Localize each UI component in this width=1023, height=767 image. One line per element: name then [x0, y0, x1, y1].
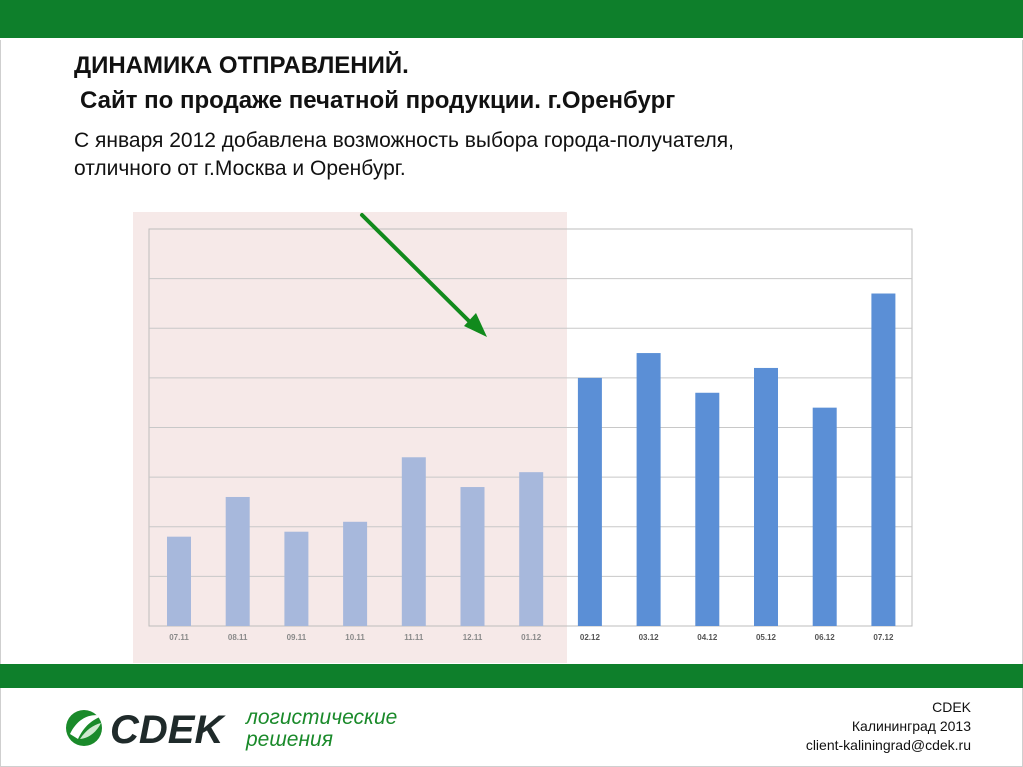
footer-green-band: [0, 664, 1023, 688]
bar-02.12: [577, 377, 602, 626]
subtitle-line-2: отличного от г.Москва и Оренбург.: [74, 157, 406, 180]
slide-subtitle: С января 2012 добавлена возможность выбо…: [74, 127, 954, 183]
bar-07.12: [871, 293, 896, 626]
x-tick-label: 02.12: [580, 633, 601, 642]
annotation-arrow: [360, 213, 487, 337]
bar-10.11: [343, 521, 368, 626]
header-divider: [0, 38, 1023, 40]
header-green-band: [0, 0, 1023, 38]
footer-company: CDEK: [932, 699, 971, 715]
x-tick-label: 11.11: [404, 633, 424, 642]
bar-05.12: [754, 367, 778, 626]
x-tick-label: 09.11: [287, 633, 307, 642]
cdek-logo: CDEK логистические решения: [66, 706, 397, 752]
bar-12.11: [460, 487, 485, 626]
x-tick-label: 10.11: [345, 633, 365, 642]
x-tick-label: 04.12: [697, 633, 718, 642]
bar-06.12: [812, 407, 837, 626]
bars: [167, 293, 896, 626]
logo-tagline-1: логистические: [245, 706, 397, 729]
footer-email: client-kaliningrad@cdek.ru: [805, 737, 971, 753]
logo-tagline-2: решения: [245, 728, 333, 751]
logo-emblem-icon: [66, 710, 102, 746]
slide-title: ДИНАМИКА ОТПРАВЛЕНИЙ.: [74, 52, 409, 79]
bar-07.11: [167, 536, 191, 626]
bar-08.11: [225, 496, 250, 626]
footer-contact: CDEK Калининград 2013 client-kaliningrad…: [806, 698, 971, 755]
subtitle-line-1: С января 2012 добавлена возможность выбо…: [74, 129, 734, 152]
x-tick-label: 01.12: [521, 633, 542, 642]
x-tick-labels: 07.11 08.11 09.11 10.11 11.11 12.11 01.12 02.12…: [169, 633, 894, 642]
x-tick-label: 07.12: [873, 633, 894, 642]
x-tick-label: 03.12: [639, 633, 660, 642]
footer-city-year: Калининград 2013: [851, 718, 971, 734]
x-tick-label: 08.11: [228, 633, 248, 642]
bar-11.11: [401, 457, 426, 626]
x-tick-label: 12.11: [463, 633, 483, 642]
logo-wordmark: CDEK: [110, 708, 226, 752]
x-tick-label: 05.12: [756, 633, 777, 642]
bar-09.11: [284, 531, 309, 626]
slide-heading: Сайт по продаже печатной продукции. г.Ор…: [80, 87, 676, 114]
x-tick-label: 06.12: [815, 633, 836, 642]
bar-03.12: [636, 353, 661, 626]
gridlines: [149, 278, 912, 577]
bar-01.12: [519, 472, 544, 626]
x-tick-label: 07.11: [169, 633, 189, 642]
bar-04.12: [695, 392, 720, 626]
